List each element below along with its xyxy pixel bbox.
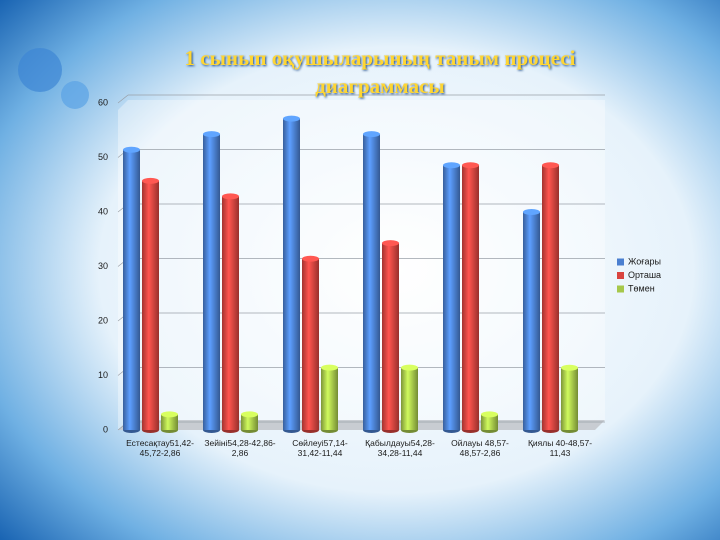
bar [363,134,380,430]
x-tick-label: Қиялы 40-48,57-11,43 [527,438,593,458]
y-tick-label: 30 [98,261,108,271]
bar-cap [382,240,399,247]
y-tick-label: 10 [98,370,108,380]
bar-cap [363,131,380,138]
y-tick-label: 0 [103,424,108,434]
y-tick-label: 20 [98,315,108,325]
bar-cap [222,193,239,200]
legend-swatch [617,258,624,266]
bar-cap [542,162,559,169]
bar-cap [142,177,159,184]
bar-cap [481,411,498,418]
bar [222,196,239,430]
bar [542,165,559,430]
bar-cap [161,411,178,418]
legend-label: Орташа [628,270,661,280]
x-tick-label: Қабылдауы54,28-34,28-11,44 [365,438,435,458]
bar-cap [321,364,338,371]
plot-area [118,100,605,430]
bar [523,212,540,430]
grid-line [117,94,129,104]
bar-cap [302,255,319,262]
bar-cap [401,364,418,371]
legend-label: Төмен [628,283,655,293]
ornament [18,48,62,92]
x-tick-label: Естесақтау51,42-45,72-2,86 [126,438,194,458]
legend-label: Жоғары [628,256,661,266]
bar-cap [203,131,220,138]
bar-cap [462,162,479,169]
bar [142,180,159,430]
bar [443,165,460,430]
bar [283,118,300,430]
bar-cap [123,146,140,153]
y-tick-label: 50 [98,152,108,162]
bar [203,134,220,430]
bar [321,367,338,430]
bar-cap [283,115,300,122]
bar [241,414,258,430]
y-tick-label: 40 [98,206,108,216]
bar [401,367,418,430]
bar-cap [241,411,258,418]
bar-cap [443,162,460,169]
bar [302,258,319,430]
bar [123,149,140,431]
bar [561,367,578,430]
legend-swatch [617,285,624,293]
bar [462,165,479,430]
bar [161,414,178,430]
slide-title: 1 сынып оқушыларының таным процесі диагр… [184,46,576,98]
y-tick-label: 60 [98,97,108,107]
x-tick-label: Зейіні54,28-42,86-2,86 [204,438,276,458]
ornament [61,81,89,109]
bar [382,243,399,430]
x-tick-label: Ойлауы 48,57-48,57-2,86 [451,438,509,458]
legend-swatch [617,272,624,279]
bar [481,414,498,430]
bar-cap [561,364,578,371]
bar-cap [523,209,540,215]
x-tick-label: Сөйлеуі57,14-31,42-11,44 [292,438,348,458]
